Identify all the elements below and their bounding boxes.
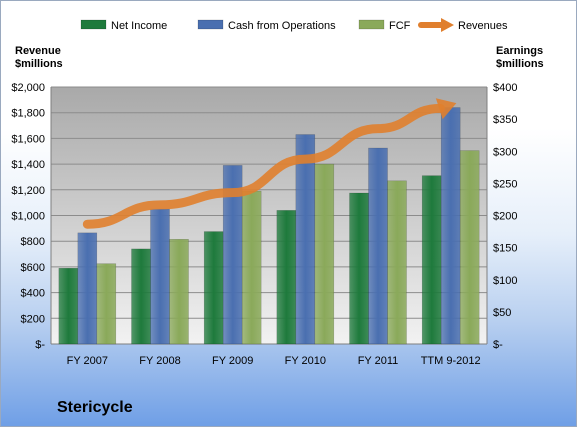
left-axis-title: Revenue $millions (15, 45, 63, 71)
revenues-line (82, 103, 445, 229)
left-tick-label: $200 (21, 313, 45, 325)
legend-revenues-label: Revenues (458, 20, 508, 32)
fcf-bar (387, 180, 407, 345)
cash-ops-bar (295, 134, 316, 345)
left-axis-title-line-1: Revenue (15, 45, 61, 57)
left-tick-label: $400 (21, 288, 45, 300)
right-tick-label: $400 (493, 82, 517, 94)
net-income-bar (421, 175, 442, 345)
cash-ops-bar (440, 107, 461, 345)
right-tick-label: $200 (493, 211, 517, 223)
net-income-bar (276, 210, 297, 345)
right-tick-label: $- (493, 339, 503, 351)
left-tick-label: $600 (21, 262, 45, 274)
x-tick-label: FY 2011 (358, 355, 399, 367)
right-tick-label: $150 (493, 243, 517, 255)
x-tick-label: TTM 9-2012 (421, 355, 481, 367)
legend-cash-ops-swatch (197, 19, 224, 30)
right-axis-title: Earnings $millions (496, 45, 544, 71)
x-tick-label: FY 2007 (67, 355, 108, 367)
legend-fcf-swatch (358, 19, 385, 30)
revenues-arrowhead (435, 98, 457, 120)
left-tick-label: $1,200 (11, 185, 45, 197)
right-tick-label: $100 (493, 275, 517, 287)
left-tick-label: $1,000 (11, 211, 45, 223)
left-axis-title-line-2: $millions (15, 58, 63, 70)
right-axis-title-line-1: Earnings (496, 45, 544, 57)
left-tick-label: $800 (21, 236, 45, 248)
right-axis-title-line-2: $millions (496, 58, 544, 70)
cash-ops-bar (368, 147, 388, 345)
fcf-bar (241, 190, 262, 345)
net-income-bar (131, 248, 151, 345)
right-tick-label: $300 (493, 146, 517, 158)
left-tick-label: $- (35, 339, 45, 351)
left-tick-label: $1,600 (11, 133, 45, 145)
legend-net-income-label: Net Income (111, 20, 167, 32)
fcf-bar (314, 163, 335, 345)
fcf-bar (459, 150, 480, 345)
legend-net-income-swatch (80, 19, 107, 30)
x-tick-label: FY 2009 (212, 355, 253, 367)
fcf-bar (96, 263, 117, 345)
cash-ops-bar (150, 208, 170, 345)
left-tick-label: $2,000 (11, 82, 45, 94)
legend-cash-ops-label: Cash from Operations (228, 20, 336, 32)
company-name: Stericycle (57, 399, 133, 416)
right-tick-label: $50 (493, 307, 511, 319)
net-income-bar (349, 192, 369, 345)
x-tick-label: FY 2008 (139, 355, 180, 367)
right-tick-label: $350 (493, 114, 517, 126)
net-income-bar (58, 267, 79, 345)
left-tick-label: $1,400 (11, 159, 45, 171)
legend-fcf-label: FCF (389, 20, 411, 32)
left-tick-label: $1,800 (11, 108, 45, 120)
fcf-bar (169, 239, 189, 345)
cash-ops-bar (77, 232, 98, 345)
right-tick-label: $250 (493, 178, 517, 190)
legend-revenues-swatch-head (441, 18, 454, 32)
net-income-bar (203, 231, 224, 345)
x-tick-label: FY 2010 (285, 355, 326, 367)
